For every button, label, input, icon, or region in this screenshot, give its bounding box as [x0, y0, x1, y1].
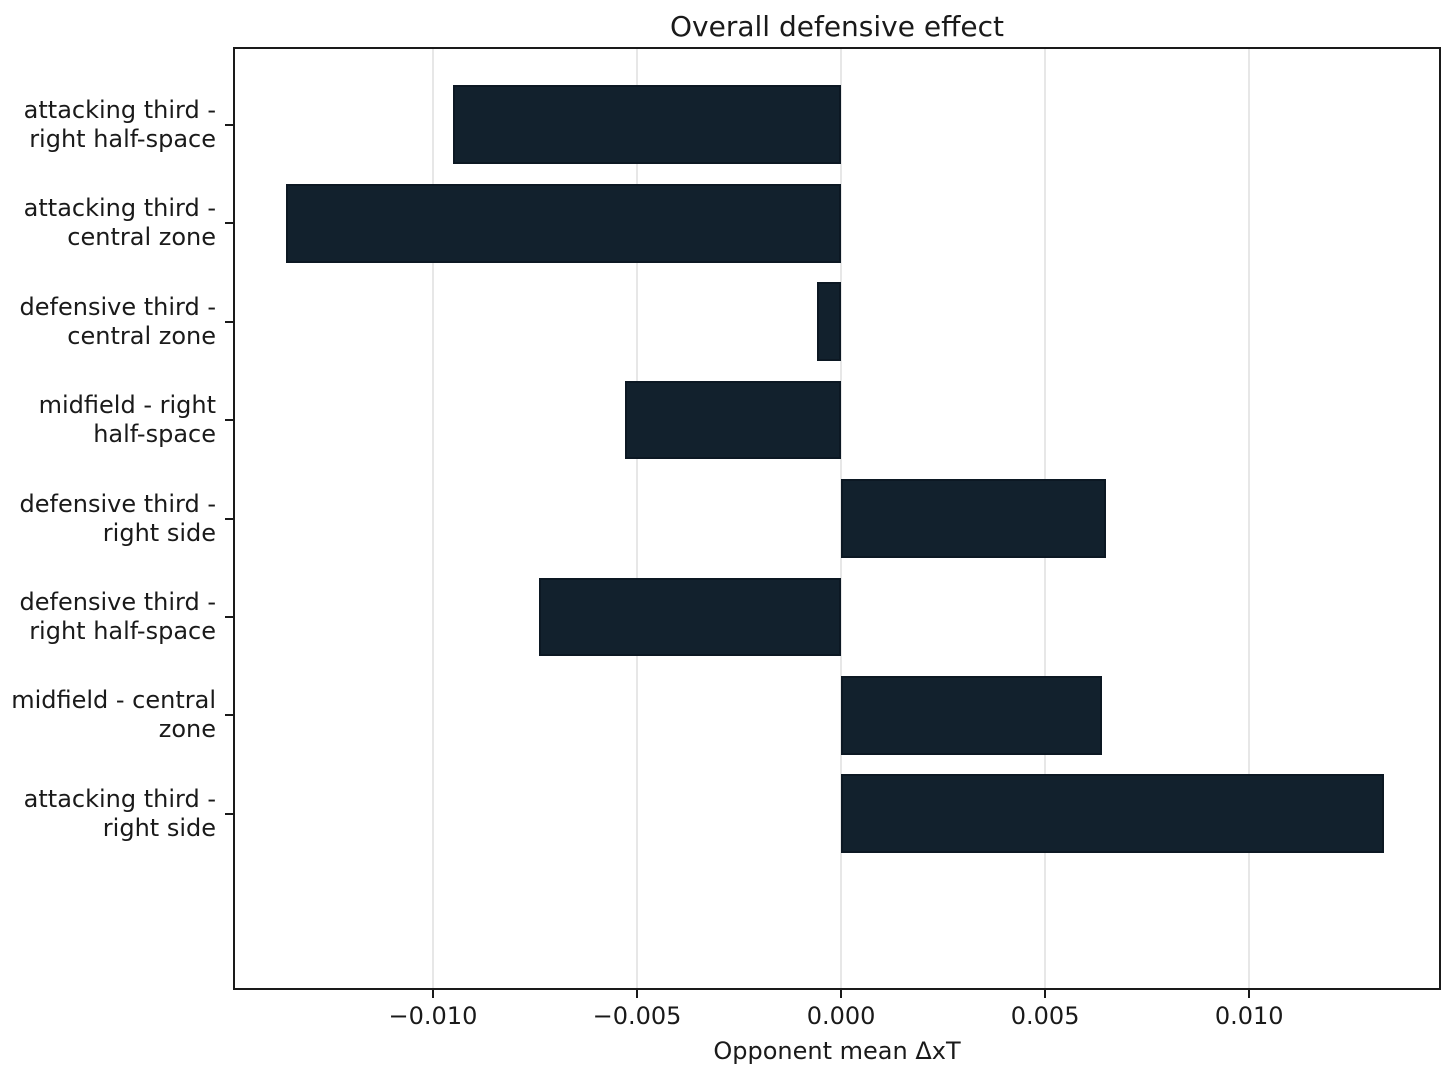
y-tick-label: defensive third - right half-space — [0, 588, 216, 646]
y-tick-label: midfield - central zone — [0, 686, 216, 744]
y-tick-mark — [225, 714, 233, 717]
y-tick-label-line: right half-space — [29, 124, 216, 153]
bar-defensive-third-right-half-space — [539, 577, 842, 657]
x-gridline — [431, 47, 434, 990]
x-gridline — [1248, 47, 1251, 990]
y-tick-label-line: zone — [158, 715, 216, 744]
plot-area — [233, 47, 1441, 990]
bar-midfield-central-zone — [841, 675, 1103, 755]
x-tick-mark — [1248, 990, 1251, 998]
y-tick-mark — [225, 320, 233, 323]
y-tick-label-line: defensive third - — [19, 489, 216, 518]
y-tick-label: defensive third - right side — [0, 490, 216, 548]
y-tick-label-line: central zone — [67, 321, 216, 350]
y-tick-label-line: attacking third - — [23, 95, 216, 124]
x-axis-label: Opponent mean ΔxT — [713, 1037, 961, 1065]
chart-title: Overall defensive effect — [670, 10, 1004, 43]
y-tick-label: attacking third - central zone — [0, 194, 216, 252]
x-tick-label: 0.000 — [806, 1002, 876, 1030]
y-tick-mark — [225, 517, 233, 520]
y-tick-label-line: right side — [102, 813, 216, 842]
bar-attacking-third-right-half-space — [453, 85, 842, 165]
x-tick-label: −0.010 — [388, 1002, 478, 1030]
bar-attacking-third-right-side — [841, 774, 1384, 854]
y-tick-label-line: right side — [102, 518, 216, 547]
x-gridline — [636, 47, 639, 990]
y-tick-label: attacking third - right half-space — [0, 96, 216, 154]
y-tick-label-line: attacking third - — [23, 784, 216, 813]
y-tick-label-line: central zone — [67, 223, 216, 252]
y-tick-label-line: half-space — [93, 420, 216, 449]
x-tick-label: 0.005 — [1010, 1002, 1080, 1030]
y-tick-label: midfield - right half-space — [0, 391, 216, 449]
y-tick-label-line: midfield - central — [11, 686, 216, 715]
y-tick-label-line: defensive third - — [19, 292, 216, 321]
x-tick-mark — [431, 990, 434, 998]
y-tick-mark — [225, 222, 233, 225]
x-tick-label: 0.010 — [1214, 1002, 1284, 1030]
y-tick-mark — [225, 615, 233, 618]
bar-defensive-third-right-side — [841, 479, 1107, 558]
bar-defensive-third-central-zone — [816, 282, 842, 361]
y-tick-mark — [225, 123, 233, 126]
x-tick-label: −0.005 — [592, 1002, 682, 1030]
y-tick-label-line: midfield - right — [38, 391, 216, 420]
y-tick-label: attacking third - right side — [0, 785, 216, 843]
y-tick-label-line: right half-space — [29, 616, 216, 645]
y-tick-label-line: attacking third - — [23, 194, 216, 223]
x-tick-mark — [636, 990, 639, 998]
y-tick-mark — [225, 419, 233, 422]
x-tick-mark — [840, 990, 843, 998]
bar-midfield-right-half-space — [624, 380, 842, 460]
y-tick-label: defensive third - central zone — [0, 293, 216, 351]
bar-attacking-third-central-zone — [286, 183, 842, 263]
y-tick-mark — [225, 812, 233, 815]
x-tick-mark — [1044, 990, 1047, 998]
y-tick-label-line: defensive third - — [19, 587, 216, 616]
